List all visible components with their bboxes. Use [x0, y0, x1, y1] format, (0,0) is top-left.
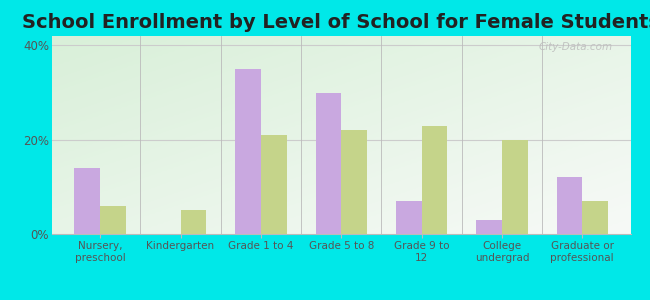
Bar — [75, 168, 100, 234]
Bar — [476, 220, 502, 234]
Bar — [582, 201, 608, 234]
Title: School Enrollment by Level of School for Female Students: School Enrollment by Level of School for… — [22, 13, 650, 32]
Bar — [502, 140, 528, 234]
Bar — [235, 69, 261, 234]
Bar — [181, 210, 206, 234]
Bar — [556, 177, 582, 234]
Bar — [261, 135, 287, 234]
Bar — [396, 201, 422, 234]
Bar — [100, 206, 126, 234]
Bar — [341, 130, 367, 234]
Text: City-Data.com: City-Data.com — [539, 42, 613, 52]
Bar — [315, 93, 341, 234]
Bar — [422, 126, 447, 234]
